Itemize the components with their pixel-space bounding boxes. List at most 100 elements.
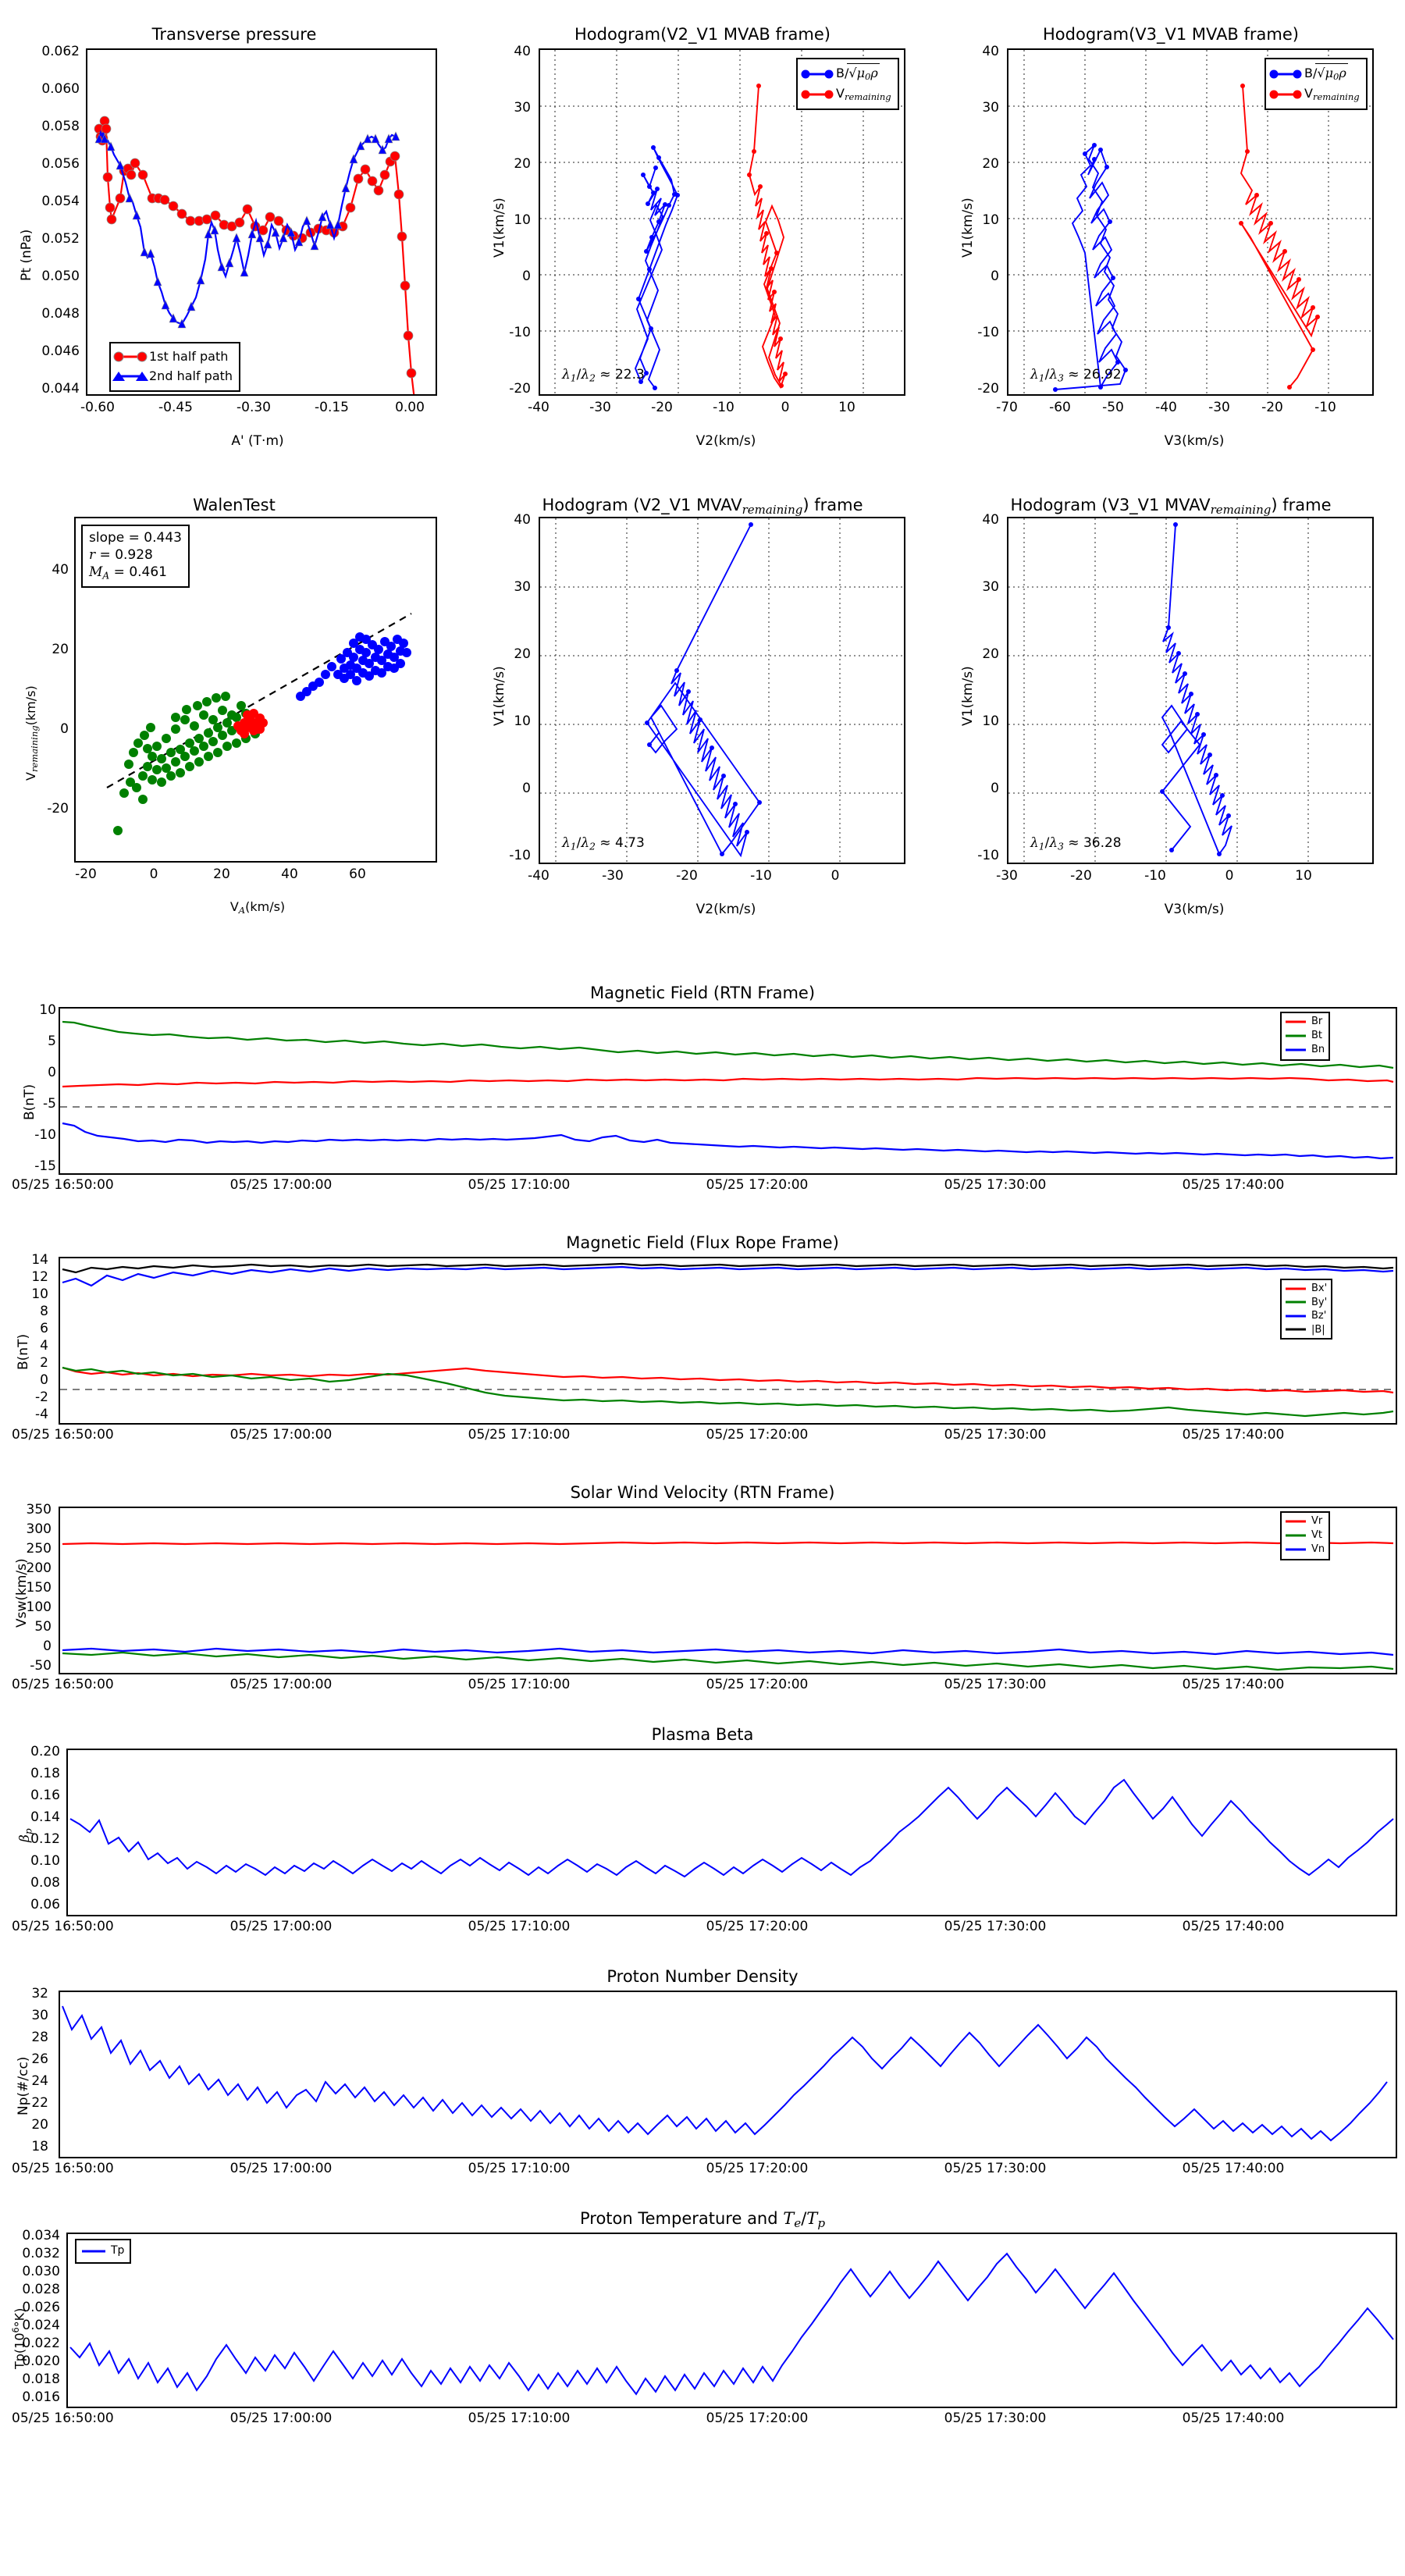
y-tick: 0.058 <box>41 119 80 134</box>
x-tick: 0 <box>149 866 158 882</box>
y-tick: 150 <box>26 1580 52 1596</box>
x-tick: -60 <box>1049 400 1071 415</box>
series-bt <box>62 1020 1394 1069</box>
series-canvas <box>69 2252 1394 2396</box>
x-axis-label: VA(km/s) <box>229 899 286 916</box>
panel-transverse-pressure: Transverse pressure Pt (nPa) A' (T·m) 0.… <box>0 0 468 468</box>
x-tick: 05/25 17:40:00 <box>1182 1427 1285 1443</box>
x-tick: 05/25 17:30:00 <box>944 1919 1047 1934</box>
x-tick: 05/25 17:10:00 <box>468 1919 571 1934</box>
x-tick: 05/25 17:00:00 <box>229 1177 333 1193</box>
x-tick: -20 <box>1070 868 1092 884</box>
y-tick: 0.10 <box>30 1853 60 1869</box>
panel-title: Hodogram (V2_V1 MVAVremaining) frame <box>468 496 937 517</box>
legend-magnetic-field-rtn[interactable]: Br Bt Bn <box>1280 1012 1331 1061</box>
line-swatch-icon <box>1286 1287 1306 1290</box>
panel-hodogram-v2v1-mvav: Hodogram (V2_V1 MVAVremaining) frame V1(… <box>468 468 937 937</box>
x-tick: 05/25 17:20:00 <box>706 2161 809 2176</box>
y-tick: 4 <box>40 1338 48 1354</box>
y-tick: 0 <box>48 1065 56 1080</box>
series-canvas <box>60 1262 1396 1418</box>
x-tick: 05/25 17:20:00 <box>706 1919 809 1934</box>
legend-label: Bt <box>1311 1030 1323 1042</box>
x-tick: -30 <box>602 868 624 884</box>
legend-solar-wind-velocity[interactable]: Vr Vt Vn <box>1280 1511 1331 1560</box>
y-tick: -10 <box>509 325 531 340</box>
line-swatch-icon <box>1286 1300 1306 1304</box>
x-tick: 05/25 17:10:00 <box>468 1677 571 1692</box>
eigenvalue-ratio-value: 36.28 <box>1083 835 1122 851</box>
panel-plasma-beta: Plasma Beta βp 0.20 0.18 0.16 0.14 0.12 … <box>0 1717 1405 1944</box>
x-tick: -30 <box>589 400 611 415</box>
legend-label: By' <box>1311 1296 1328 1308</box>
x-tick: 05/25 17:20:00 <box>706 2411 809 2426</box>
y-tick: 6 <box>40 1321 48 1336</box>
y-tick: 0.044 <box>41 381 80 397</box>
plot-area <box>59 1991 1397 2158</box>
series-canvas <box>94 116 417 394</box>
x-tick: -20 <box>75 866 97 882</box>
series-canvas <box>106 613 412 835</box>
x-tick: 0 <box>831 868 840 884</box>
x-tick: -0.60 <box>80 400 115 415</box>
y-tick: 30 <box>31 2008 48 2023</box>
line-marker-icon <box>1269 69 1302 79</box>
series-proton-temperature <box>69 2252 1394 2396</box>
series-by <box>62 1366 1394 1418</box>
series-canvas <box>62 1541 1394 1671</box>
legend-hodogram-v2v1-mvab[interactable]: B/√μ0ρ Vremaining <box>796 58 899 111</box>
line-swatch-icon <box>1286 1020 1306 1023</box>
y-tick: 0 <box>43 1638 52 1654</box>
y-tick: -10 <box>977 325 999 340</box>
y-tick: 20 <box>982 156 999 172</box>
legend-item: Vremaining <box>801 84 891 105</box>
y-tick: 0.030 <box>22 2264 60 2279</box>
x-tick: 05/25 17:00:00 <box>229 2411 333 2426</box>
panel-title-subscript: remaining <box>742 503 803 518</box>
legend-hodogram-v3v1-mvab[interactable]: B/√μ0ρ Vremaining <box>1264 58 1368 111</box>
series-v3v1 <box>1161 524 1232 856</box>
x-tick: -20 <box>651 400 673 415</box>
y-tick: 0.016 <box>22 2389 60 2405</box>
walen-slope: slope = 0.443 <box>89 530 182 546</box>
y-tick: 0.022 <box>22 2336 60 2351</box>
y-tick: -20 <box>977 381 999 397</box>
y-tick: 0.050 <box>41 269 80 284</box>
legend-proton-temperature[interactable]: Tp <box>75 2239 132 2264</box>
legend-label: Bx' <box>1311 1283 1328 1294</box>
y-tick: 30 <box>982 579 999 595</box>
y-tick: -20 <box>47 801 69 817</box>
y-tick: -2 <box>35 1389 48 1405</box>
y-tick: 8 <box>40 1304 48 1319</box>
y-tick: 0.06 <box>30 1897 60 1912</box>
y-tick: 0.026 <box>22 2300 60 2315</box>
plot-area <box>59 1257 1397 1425</box>
y-tick: 10 <box>514 713 531 729</box>
series-v2v1 <box>646 524 761 858</box>
y-tick: 0.048 <box>41 306 80 322</box>
x-tick: -10 <box>1144 868 1166 884</box>
eigenvalue-ratio-value: 26.92 <box>1083 367 1122 382</box>
legend-magnetic-field-flux-rope[interactable]: Bx' By' Bz' |B| <box>1280 1279 1333 1340</box>
series-vt <box>62 1651 1394 1671</box>
legend-transverse-pressure[interactable]: 1st half path 2nd half path <box>109 342 241 392</box>
x-tick: -40 <box>528 400 550 415</box>
x-tick: 05/25 17:00:00 <box>229 1427 333 1443</box>
series-canvas <box>69 1778 1394 1878</box>
y-tick: 14 <box>31 1252 48 1268</box>
y-tick: 20 <box>982 646 999 662</box>
line-swatch-icon <box>1286 1315 1306 1318</box>
x-tick: -20 <box>1261 400 1283 415</box>
legend-label: 2nd half path <box>149 368 233 383</box>
panel-title: Magnetic Field (RTN Frame) <box>589 984 816 1002</box>
x-tick: 05/25 16:50:00 <box>12 1677 114 1692</box>
y-tick: 0 <box>60 721 69 737</box>
x-tick: 05/25 17:10:00 <box>468 2161 571 2176</box>
y-tick: 0.18 <box>30 1766 60 1781</box>
y-tick: 0.034 <box>22 2228 60 2243</box>
y-tick: 40 <box>514 44 531 59</box>
x-tick: -10 <box>750 868 772 884</box>
x-tick: 05/25 17:40:00 <box>1182 1177 1285 1193</box>
y-tick: 0.052 <box>41 231 80 247</box>
y-tick: 0.032 <box>22 2246 60 2261</box>
